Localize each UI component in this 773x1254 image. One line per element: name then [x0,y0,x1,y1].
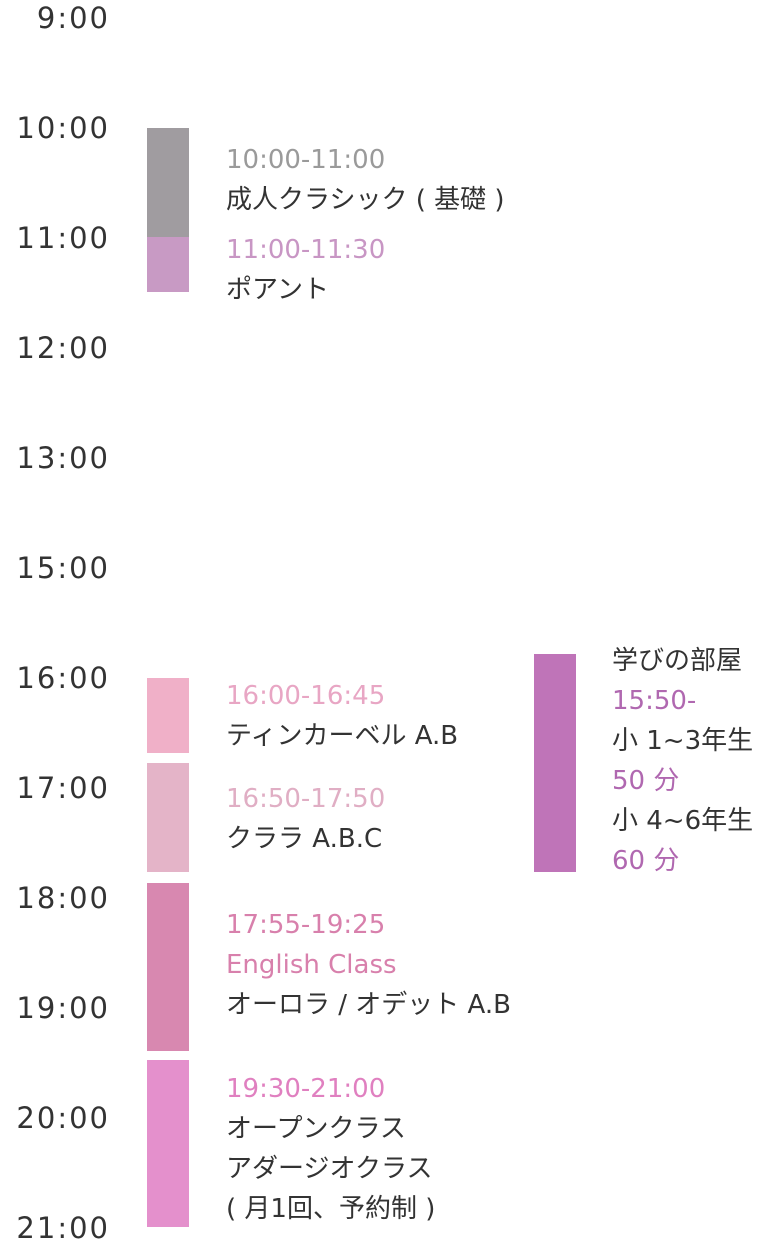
class-bar [147,883,189,1051]
class-name: ティンカーベル A.B [226,721,459,751]
time-label: 21:00 [16,1211,110,1245]
class-name: ポアント [226,275,329,305]
class-bar [147,237,189,292]
time-label: 16:00 [16,661,110,695]
time-label: 15:00 [16,551,110,585]
class-time: 11:00-11:30 [226,235,386,265]
side-block: 学びの部屋 15:50- 小 1~3年生 50 分小 4~6年生 60 分 [612,641,753,881]
time-label: 11:00 [16,221,110,255]
side-start: 15:50- [612,686,697,716]
class-bar [147,678,189,753]
class-time: 10:00-11:00 [226,145,386,175]
class-bar [147,1060,189,1227]
time-label: 18:00 [16,881,110,915]
side-grade: 小 4~6年生 [612,806,754,836]
time-label: 12:00 [16,331,110,365]
class-time: 16:00-16:45 [226,681,386,711]
side-bar [534,654,576,872]
class-name: オープンクラス [226,1114,406,1144]
class-name: ( 月1回、予約制 ) [226,1194,436,1224]
class-block: 10:00-11:00 成人クラシック ( 基礎 ) [226,140,505,220]
time-label: 20:00 [16,1101,110,1135]
class-time: 19:30-21:00 [226,1074,386,1104]
class-time: 16:50-17:50 [226,784,386,814]
side-duration: 60 分 [612,846,680,876]
time-label: 13:00 [16,441,110,475]
class-name: アダージオクラス [226,1154,433,1184]
class-name: 成人クラシック ( 基礎 ) [226,185,505,215]
class-block: 17:55-19:25 English Class オーロラ / オデット A.B [226,905,511,1025]
class-block: 16:50-17:50 クララ A.B.C [226,779,385,859]
class-block: 16:00-16:45 ティンカーベル A.B [226,676,458,756]
class-block: 19:30-21:00 オープンクラス アダージオクラス ( 月1回、予約制 ) [226,1069,435,1229]
class-block: 11:00-11:30 ポアント [226,230,385,310]
class-bar [147,763,189,872]
class-bar [147,128,189,237]
time-label: 9:00 [36,1,110,35]
time-label: 19:00 [16,991,110,1025]
class-name: クララ A.B.C [226,824,383,854]
class-subtitle: English Class [226,950,397,980]
side-duration: 50 分 [612,766,680,796]
time-label: 10:00 [16,111,110,145]
side-title: 学びの部屋 [612,646,743,676]
class-time: 17:55-19:25 [226,910,386,940]
class-name: オーロラ / オデット A.B [226,990,511,1020]
side-grade: 小 1~3年生 [612,726,754,756]
time-label: 17:00 [16,771,110,805]
